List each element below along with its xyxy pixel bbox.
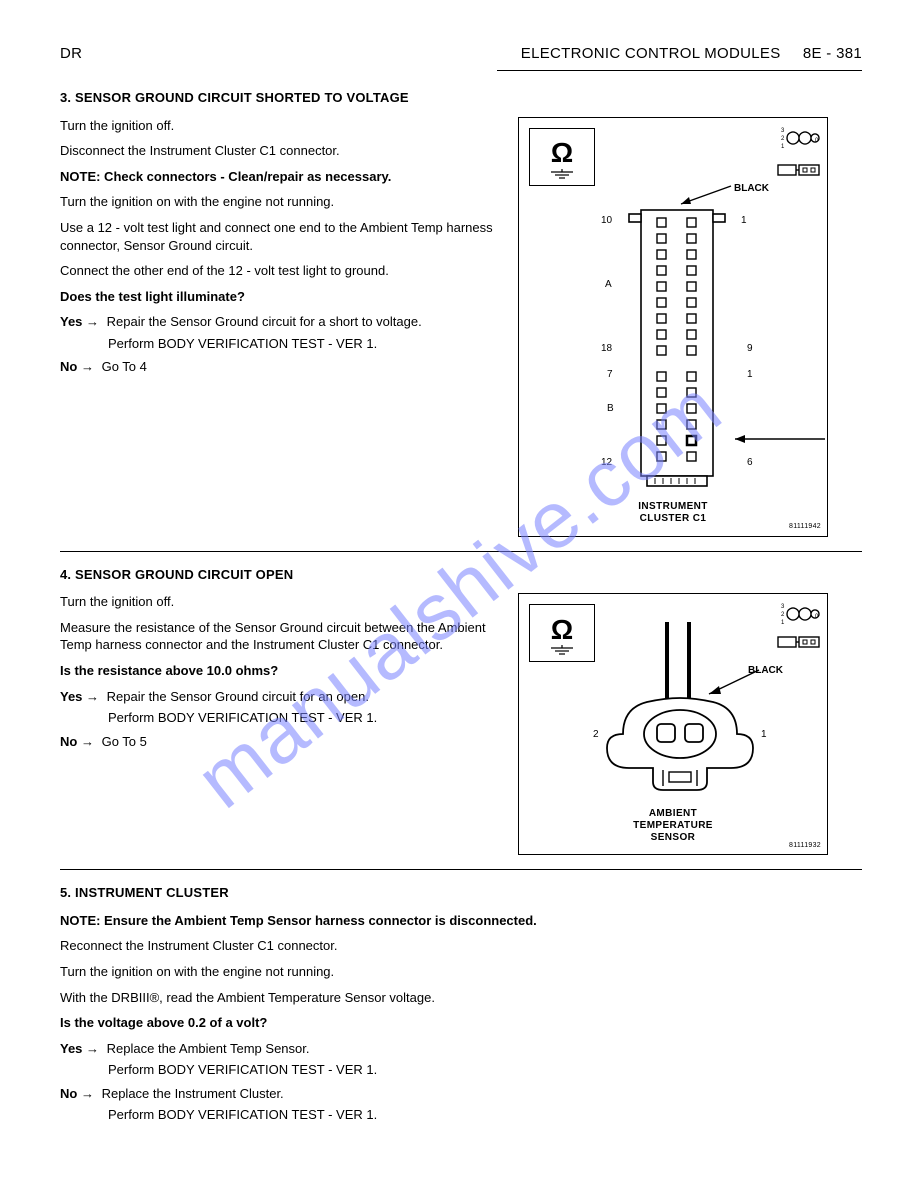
fig1-caption-2: CLUSTER C1 xyxy=(519,512,827,526)
svg-text:1: 1 xyxy=(781,620,785,626)
fig2-code: 81111932 xyxy=(789,841,821,850)
sec3-question: Does the test light illuminate? xyxy=(60,288,500,306)
sec3-line: Turn the ignition off. xyxy=(60,117,500,135)
sec4-yes2: Perform BODY VERIFICATION TEST - VER 1. xyxy=(60,709,500,727)
sec4-no: Go To 5 xyxy=(102,734,147,749)
sec3-yes: Repair the Sensor Ground circuit for a s… xyxy=(107,314,422,329)
sec5-no2: Perform BODY VERIFICATION TEST - VER 1. xyxy=(60,1106,820,1124)
fig2-caption-3: SENSOR xyxy=(519,831,827,845)
pin-label: 2 xyxy=(593,728,599,742)
ground-icon xyxy=(547,169,577,181)
sec4-actions: Yes → Repair the Sensor Ground circuit f… xyxy=(60,688,500,751)
sec3-line: Connect the other end of the 12 - volt t… xyxy=(60,262,500,280)
pin-label: 10 xyxy=(601,214,612,228)
svg-text:3: 3 xyxy=(781,604,785,610)
figure-instrument-cluster: Ω 321 0 BLAC xyxy=(518,117,828,537)
section-divider xyxy=(60,551,862,552)
page-header: DR ELECTRONIC CONTROL MODULES 8E - 381 xyxy=(60,44,862,64)
ohm-meter-icon: Ω xyxy=(529,128,595,186)
sec5-yes2: Perform BODY VERIFICATION TEST - VER 1. xyxy=(60,1061,820,1079)
no-label: No → xyxy=(60,1086,94,1101)
section-5-title: 5. INSTRUMENT CLUSTER xyxy=(60,884,862,902)
sec3-yes2: Perform BODY VERIFICATION TEST - VER 1. xyxy=(60,335,500,353)
section-4-text: Turn the ignition off. Measure the resis… xyxy=(60,593,500,754)
connector-diagram xyxy=(619,204,735,492)
sec5-actions: Yes → Replace the Ambient Temp Sensor. P… xyxy=(60,1040,820,1124)
black-label: BLACK xyxy=(734,182,769,196)
plug-icon xyxy=(777,634,821,650)
ohm-symbol: Ω xyxy=(551,135,573,173)
header-left: DR xyxy=(60,44,82,64)
sec5-line: Reconnect the Instrument Cluster C1 conn… xyxy=(60,937,820,955)
sec5-note: NOTE: Ensure the Ambient Temp Sensor har… xyxy=(60,912,820,930)
sec4-line: Measure the resistance of the Sensor Gro… xyxy=(60,619,500,654)
sec3-line: Use a 12 - volt test light and connect o… xyxy=(60,219,500,254)
pin-label: 6 xyxy=(747,456,753,470)
sec5-line: With the DRBIII®, read the Ambient Tempe… xyxy=(60,989,820,1007)
pin-label: 18 xyxy=(601,342,612,356)
pin-label: 1 xyxy=(747,368,753,382)
no-label: No → xyxy=(60,734,94,749)
sensor-connector-diagram xyxy=(605,690,755,800)
section-divider xyxy=(60,869,862,870)
pin-label: 1 xyxy=(741,214,747,228)
coil-icon: 321 0 xyxy=(781,124,821,152)
sec3-line: Turn the ignition on with the engine not… xyxy=(60,193,500,211)
sec5-no: Replace the Instrument Cluster. xyxy=(102,1086,284,1101)
section-5-text: NOTE: Ensure the Ambient Temp Sensor har… xyxy=(60,912,820,1124)
pin-label: 7 xyxy=(607,368,613,382)
ohm-meter-icon: Ω xyxy=(529,604,595,662)
pin-label: 9 xyxy=(747,342,753,356)
sec3-no: Go To 4 xyxy=(102,359,147,374)
plug-icon xyxy=(777,162,821,178)
figure-ambient-sensor: Ω 321 0 BLACK xyxy=(518,593,828,855)
yes-label: Yes → xyxy=(60,1041,99,1056)
sec3-actions: Yes → Repair the Sensor Ground circuit f… xyxy=(60,313,500,376)
svg-text:2: 2 xyxy=(781,612,785,618)
sec3-line: Disconnect the Instrument Cluster C1 con… xyxy=(60,142,500,160)
svg-text:1: 1 xyxy=(781,144,785,150)
pin-label: A xyxy=(605,278,612,292)
sec5-question: Is the voltage above 0.2 of a volt? xyxy=(60,1014,820,1032)
sec4-question: Is the resistance above 10.0 ohms? xyxy=(60,662,500,680)
ground-icon xyxy=(547,645,577,657)
svg-text:2: 2 xyxy=(781,136,785,142)
yes-label: Yes → xyxy=(60,314,99,329)
section-4-title: 4. SENSOR GROUND CIRCUIT OPEN xyxy=(60,566,862,584)
coil-icon: 321 0 xyxy=(781,600,821,628)
header-rule xyxy=(497,70,862,71)
section-3-text: Turn the ignition off. Disconnect the In… xyxy=(60,117,500,380)
sec4-line: Turn the ignition off. xyxy=(60,593,500,611)
pin-label: 1 xyxy=(761,728,767,742)
section-3-title: 3. SENSOR GROUND CIRCUIT SHORTED TO VOLT… xyxy=(60,89,862,107)
pin-label: B xyxy=(607,402,614,416)
ohm-symbol: Ω xyxy=(551,611,573,649)
pin-arrow-icon xyxy=(729,432,825,446)
sec4-yes: Repair the Sensor Ground circuit for an … xyxy=(107,689,369,704)
header-pagenum: 8E - 381 xyxy=(803,45,862,62)
no-label: No → xyxy=(60,359,94,374)
fig1-code: 81111942 xyxy=(789,522,821,531)
sec5-yes: Replace the Ambient Temp Sensor. xyxy=(107,1041,310,1056)
sec5-line: Turn the ignition on with the engine not… xyxy=(60,963,820,981)
sec3-note: NOTE: Check connectors - Clean/repair as… xyxy=(60,168,500,186)
svg-text:3: 3 xyxy=(781,128,785,134)
header-system: ELECTRONIC CONTROL MODULES xyxy=(521,45,781,62)
yes-label: Yes → xyxy=(60,689,99,704)
pin-label: 12 xyxy=(601,456,612,470)
